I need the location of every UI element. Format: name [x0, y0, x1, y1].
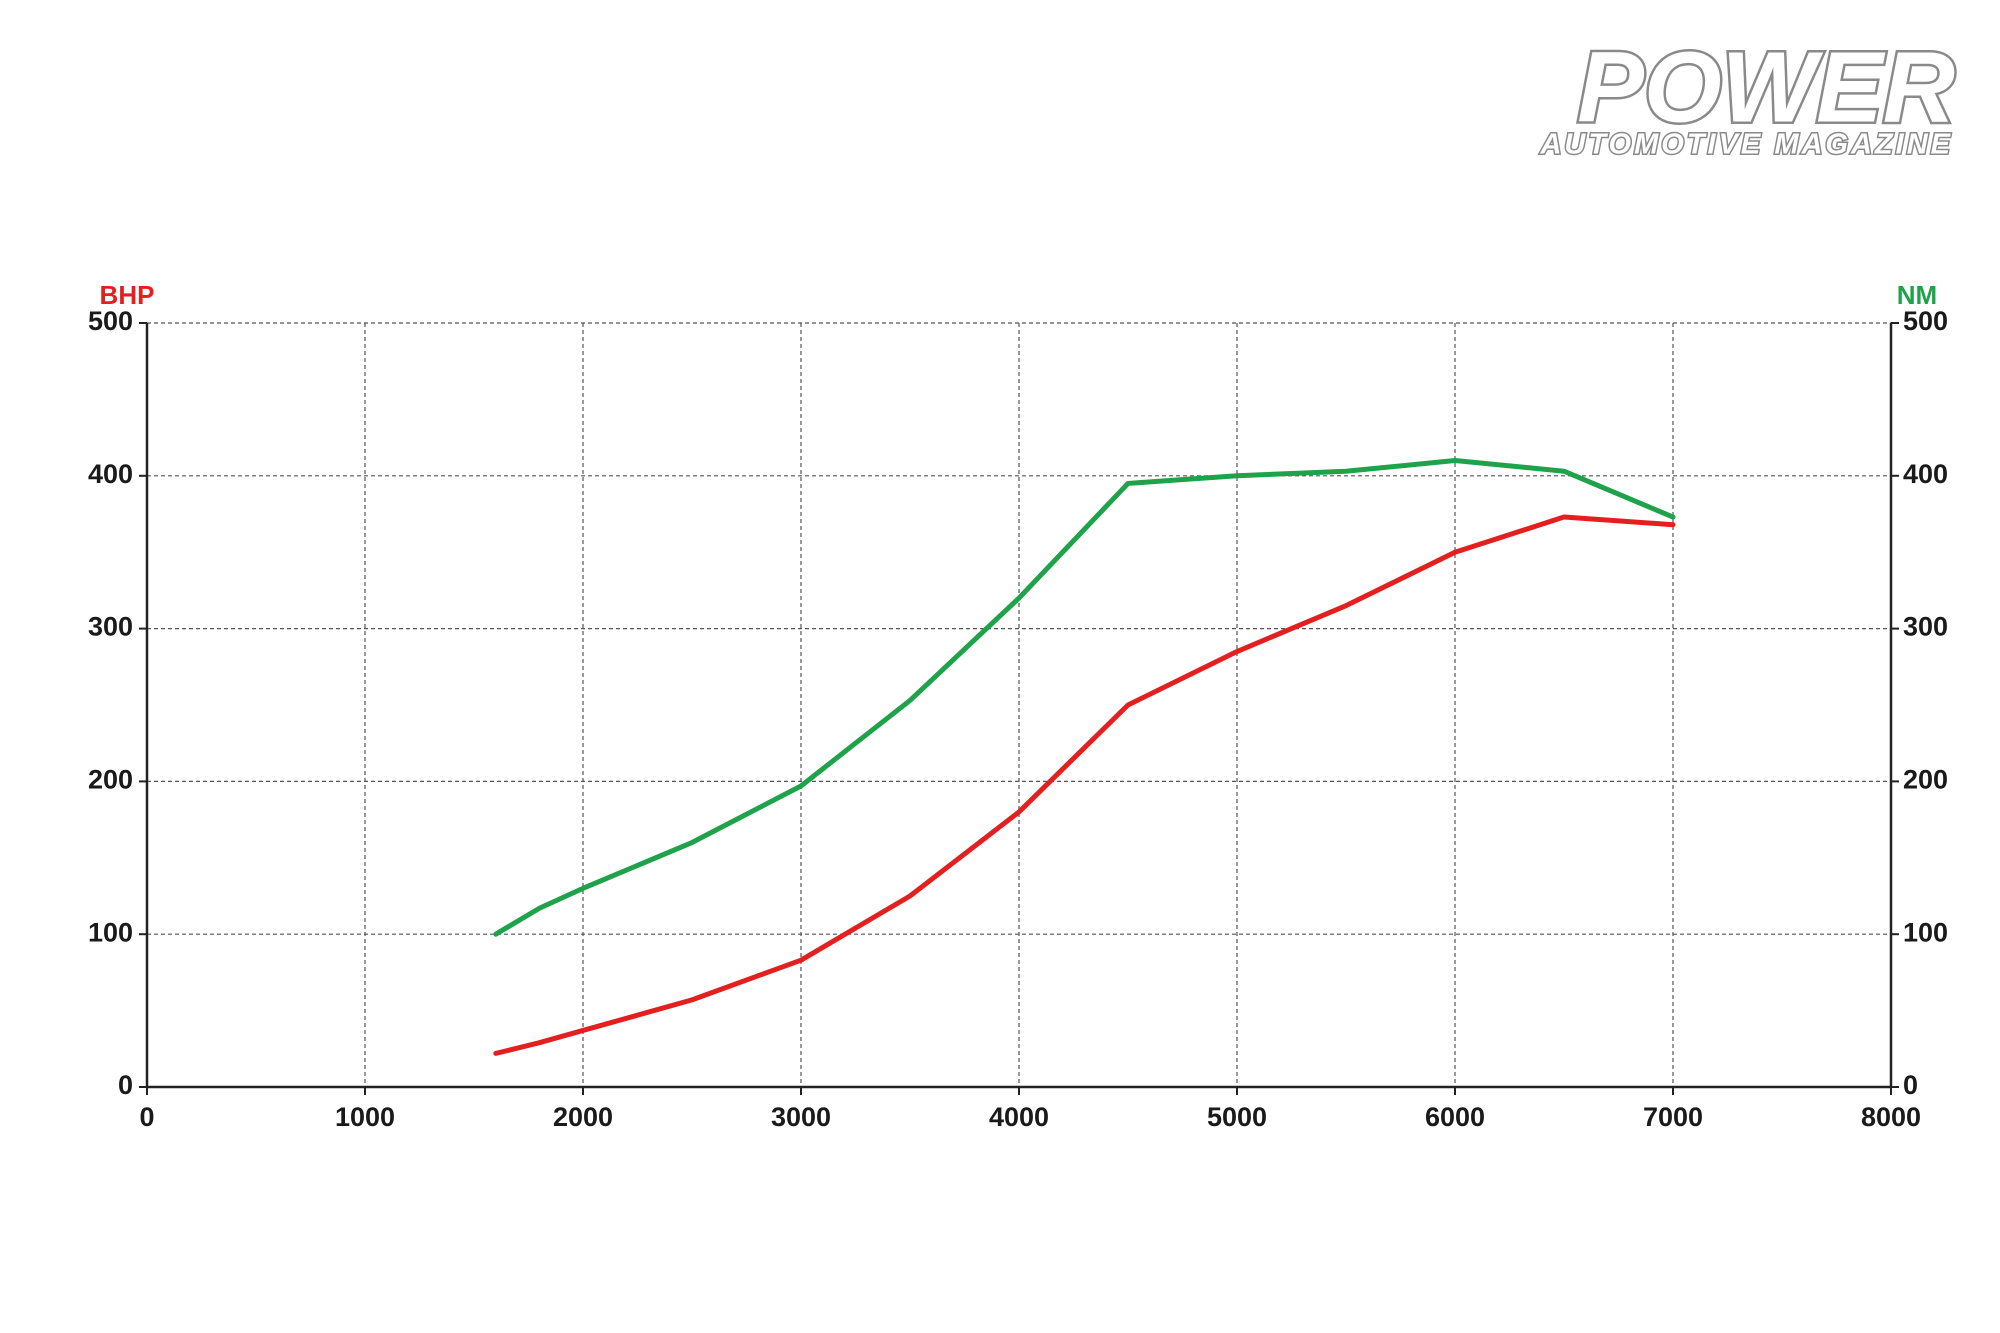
logo-title: POWER — [1577, 31, 1955, 143]
y2-tick-label: 400 — [1903, 459, 1948, 489]
y2-axis-label: NM — [1897, 280, 1937, 310]
x-tick-label: 2000 — [553, 1102, 613, 1132]
series-line — [493, 458, 1676, 937]
x-tick-label: 5000 — [1207, 1102, 1267, 1132]
series-line — [493, 514, 1676, 1056]
x-tick-label: 1000 — [335, 1102, 395, 1132]
y2-tick-label: 100 — [1903, 917, 1948, 947]
y-tick-label: 300 — [88, 612, 133, 642]
x-tick-label: 3000 — [771, 1102, 831, 1132]
y-tick-label: 400 — [88, 459, 133, 489]
x-tick-label: 7000 — [1643, 1102, 1703, 1132]
y2-tick-label: 0 — [1903, 1070, 1918, 1100]
logo-subtitle: AUTOMOTIVE MAGAZINE — [1539, 129, 1953, 161]
y-tick-label: 0 — [118, 1070, 133, 1100]
y2-tick-label: 300 — [1903, 612, 1948, 642]
y-tick-label: 200 — [88, 765, 133, 795]
y2-tick-label: 500 — [1903, 306, 1948, 336]
y-tick-label: 100 — [88, 917, 133, 947]
x-tick-label: 8000 — [1861, 1102, 1921, 1132]
x-tick-label: 0 — [139, 1102, 154, 1132]
x-tick-label: 4000 — [989, 1102, 1049, 1132]
y-tick-label: 500 — [88, 306, 133, 336]
y-axis-label: BHP — [100, 280, 155, 310]
x-tick-label: 6000 — [1425, 1102, 1485, 1132]
y2-tick-label: 200 — [1903, 765, 1948, 795]
